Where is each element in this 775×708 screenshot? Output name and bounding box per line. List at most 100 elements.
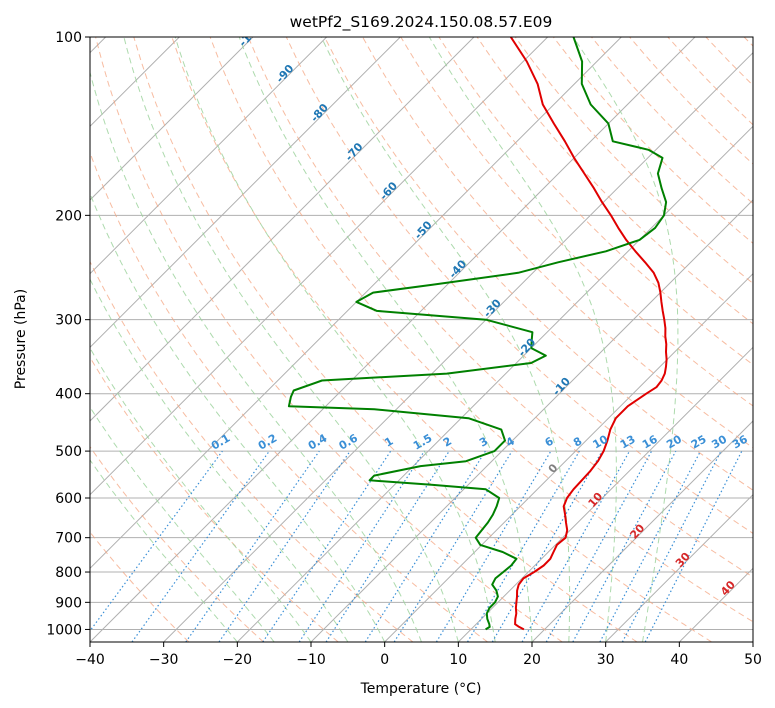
- mixing-ratio-line: [325, 450, 450, 642]
- mixing-ratio-line: [298, 450, 425, 642]
- moist-adiabat-line: [90, 347, 312, 642]
- mixing-ratio-label: 10: [591, 432, 611, 451]
- isotherm-line: [163, 51, 753, 642]
- isotherm-label: 10: [586, 490, 606, 510]
- isotherm-line: [90, 37, 254, 201]
- moist-adiabat-line: [90, 459, 238, 642]
- isotherm-label: -70: [343, 140, 366, 164]
- grid-layer: [90, 37, 753, 642]
- mixing-ratio-label: 30: [709, 432, 729, 451]
- mixing-ratio-label: 0.4: [306, 431, 330, 452]
- dry-adiabat-line: [324, 37, 753, 491]
- dry-adiabat-line: [209, 37, 753, 623]
- axis-layer: −40 −30 −20 −10 0 10 20 30 40 5010009008007006005…: [46, 30, 762, 668]
- moist-adiabat-line: [238, 37, 533, 642]
- isotherm-label: -10: [550, 375, 573, 399]
- isotherm-line: [90, 37, 328, 275]
- moist-adiabat-line: [428, 37, 617, 642]
- moist-adiabat-line: [90, 192, 386, 642]
- dry-adiabat-line: [476, 37, 753, 325]
- mixing-ratio-line: [545, 450, 653, 642]
- mixing-ratio-line: [521, 450, 631, 642]
- moist-adiabat-line: [123, 37, 459, 642]
- y-tick-label: 800: [55, 565, 82, 581]
- isotherm-line: [90, 37, 549, 496]
- y-tick-label: 500: [55, 444, 82, 460]
- dry-adiabat-line: [552, 37, 753, 244]
- isotherm-label: -40: [446, 257, 469, 281]
- isotherm-line: [90, 37, 475, 422]
- dry-adiabat-line: [171, 37, 712, 642]
- dry-adiabat-line: [743, 37, 753, 47]
- isotherm-line: [605, 493, 753, 642]
- x-tick-label: 0: [380, 652, 389, 668]
- y-tick-label: 600: [55, 491, 82, 507]
- x-tick-label: −10: [296, 652, 326, 668]
- y-tick-label: 700: [55, 531, 82, 547]
- moist-adiabat-line: [174, 37, 496, 642]
- isotherm-label: 0: [546, 461, 561, 476]
- dry-adiabat-line: [90, 356, 339, 642]
- dry-adiabat-line: [705, 37, 753, 87]
- y-tick-label: 100: [55, 30, 82, 46]
- isotherm-line: [90, 37, 622, 570]
- mixing-ratio-line: [90, 450, 223, 632]
- isotherm-line: [90, 37, 696, 642]
- mixing-ratio-line: [572, 450, 677, 642]
- label-layer: 0.1 0.2 0.4 0.6 1 1.5 2 3 4 6 8 10 13 16 20 25 30 36-100-…: [209, 37, 750, 598]
- moist-adiabat-line: [90, 406, 275, 642]
- y-tick-label: 300: [55, 313, 82, 329]
- y-axis-label: Pressure (hPa): [13, 289, 29, 389]
- mixing-ratio-line: [466, 450, 580, 642]
- mixing-ratio-label: 1.5: [411, 432, 434, 453]
- isotherm-label: -90: [273, 62, 296, 86]
- mixing-ratio-label: 16: [640, 432, 660, 451]
- temperature-profile-line: [509, 37, 668, 631]
- mixing-ratio-line: [218, 450, 351, 642]
- isotherm-label: -30: [481, 296, 504, 320]
- dry-adiabat-line: [285, 37, 753, 534]
- x-tick-label: −40: [75, 652, 105, 668]
- plot-frame: [89, 36, 754, 643]
- mixing-ratio-label: 0.1: [209, 432, 232, 453]
- isotherm-line: [457, 346, 753, 642]
- mixing-ratio-line: [364, 450, 486, 642]
- isotherm-label: 20: [627, 521, 647, 541]
- mixing-ratio-label: 8: [571, 435, 584, 450]
- chart-title: wetPf2_S169.2024.150.08.57.E09: [290, 13, 553, 32]
- mixing-ratio-line: [491, 450, 603, 642]
- dry-adiabat-line: [514, 37, 753, 285]
- isotherm-line: [752, 641, 753, 642]
- dry-adiabat-line: [90, 445, 264, 642]
- x-tick-label: 20: [523, 652, 541, 668]
- x-tick-label: 30: [597, 652, 615, 668]
- isotherm-line: [384, 272, 753, 642]
- data-layer: [287, 37, 668, 631]
- y-tick-label: 1000: [46, 622, 82, 638]
- mixing-ratio-label: 3: [477, 435, 490, 450]
- mixing-ratio-line: [599, 450, 702, 642]
- dry-adiabat-line: [95, 37, 563, 642]
- mixing-ratio-line: [185, 450, 320, 642]
- x-tick-label: −20: [223, 652, 253, 668]
- y-tick-label: 200: [55, 208, 82, 224]
- dry-adiabat-line: [438, 37, 753, 366]
- isotherm-label: -50: [412, 218, 435, 242]
- isotherm-line: [90, 37, 401, 349]
- dry-adiabat-line: [90, 260, 414, 642]
- isotherm-label: -20: [515, 335, 538, 359]
- isotherm-line: [678, 567, 753, 642]
- isotherm-label: 40: [718, 578, 738, 598]
- mixing-ratio-label: 20: [664, 432, 684, 451]
- moist-adiabat-line: [572, 37, 679, 642]
- isotherm-label: -60: [377, 179, 400, 203]
- x-tick-label: 50: [744, 652, 762, 668]
- dry-adiabat-line: [90, 151, 488, 642]
- mixing-ratio-line: [393, 450, 513, 642]
- isotherm-label: -80: [308, 101, 331, 125]
- x-axis-label: Temperature (°C): [360, 681, 482, 697]
- isotherm-line: [531, 420, 753, 642]
- x-tick-label: 40: [670, 652, 688, 668]
- mixing-ratio-label: 13: [618, 433, 638, 452]
